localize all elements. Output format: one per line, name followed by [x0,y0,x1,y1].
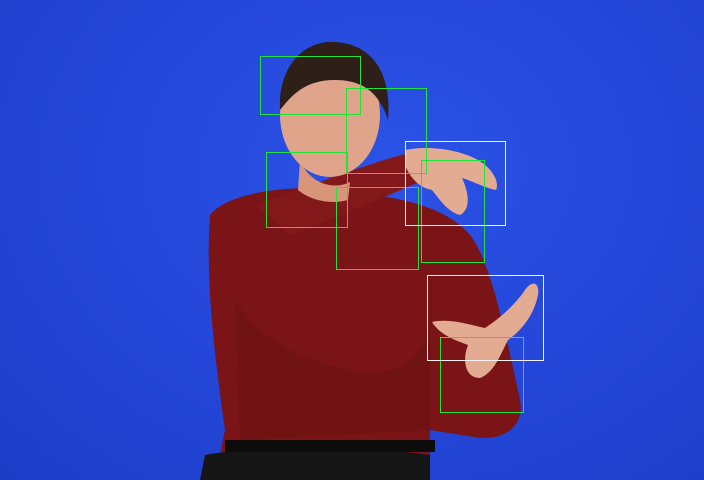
torso-shading [235,300,430,440]
upper-hand [405,148,498,215]
hair [279,41,389,120]
detection-box-green-upper-hand [421,160,485,263]
detection-box-white-upper-hand [405,141,506,226]
detection-box-white-lower-hand [427,275,544,361]
detection-box-green-chin [266,152,348,228]
belt [225,440,435,452]
lower-forearm [440,360,505,425]
pants [200,447,430,480]
detection-box-green-chest [336,187,419,270]
detection-box-green-face-right [346,88,427,174]
neck [298,160,350,202]
lower-hand [432,283,539,378]
detection-box-green-lower-hand [440,337,524,413]
detection-box-green-head [260,56,361,115]
